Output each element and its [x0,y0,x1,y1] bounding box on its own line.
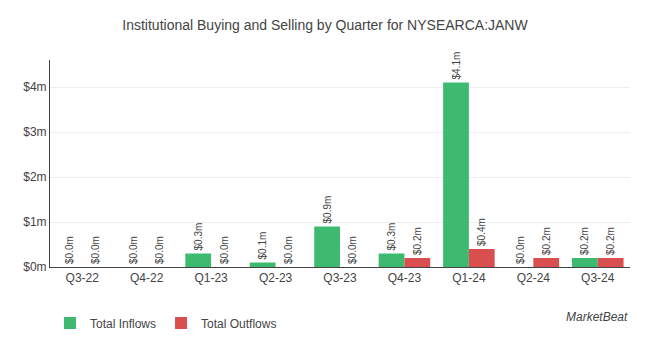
svg-text:Q3-24: Q3-24 [581,271,615,285]
svg-text:$0.2m: $0.2m [605,227,616,255]
svg-text:$0.3m: $0.3m [193,223,204,251]
svg-text:$0.0m: $0.0m [64,236,75,264]
svg-text:$0.4m: $0.4m [476,218,487,246]
svg-text:$0.0m: $0.0m [90,236,101,264]
svg-text:Institutional Buying and Selli: Institutional Buying and Selling by Quar… [122,17,528,33]
svg-text:$4m: $4m [23,80,46,94]
svg-text:$0.2m: $0.2m [412,227,423,255]
svg-text:$0.3m: $0.3m [386,223,397,251]
svg-text:$0.0m: $0.0m [128,236,139,264]
svg-text:$4.1m: $4.1m [451,52,462,80]
svg-text:$0.9m: $0.9m [322,196,333,224]
svg-text:Q1-23: Q1-23 [194,271,228,285]
svg-text:Q2-23: Q2-23 [259,271,293,285]
svg-text:$3m: $3m [23,125,46,139]
svg-text:Total Outflows: Total Outflows [201,317,276,331]
svg-text:$0.0m: $0.0m [347,236,358,264]
svg-text:$1m: $1m [23,215,46,229]
svg-text:$2m: $2m [23,170,46,184]
svg-text:$0.2m: $0.2m [541,227,552,255]
svg-text:$0.0m: $0.0m [283,236,294,264]
svg-text:$0.0m: $0.0m [154,236,165,264]
svg-text:Q4-22: Q4-22 [130,271,164,285]
svg-text:Total Inflows: Total Inflows [90,317,156,331]
svg-text:$0m: $0m [23,260,46,274]
svg-text:$0.0m: $0.0m [515,236,526,264]
svg-text:MarketBeat: MarketBeat [566,310,628,324]
svg-text:Q2-24: Q2-24 [517,271,551,285]
svg-text:Q4-23: Q4-23 [388,271,422,285]
svg-text:Q1-24: Q1-24 [452,271,486,285]
svg-text:$0.2m: $0.2m [579,227,590,255]
svg-text:$0.1m: $0.1m [257,232,268,260]
svg-text:Q3-23: Q3-23 [323,271,357,285]
svg-text:Q3-22: Q3-22 [66,271,100,285]
svg-text:$0.0m: $0.0m [219,236,230,264]
